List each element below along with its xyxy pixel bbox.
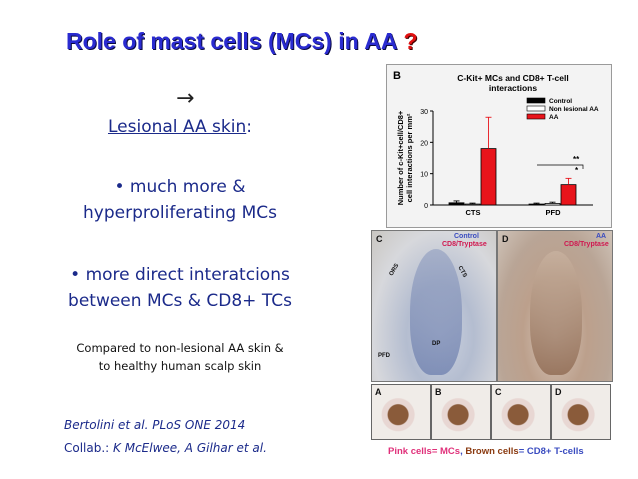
- histology-aa-panel: D AA CD8/Tryptase: [497, 230, 613, 382]
- pfd-label: PFD: [378, 353, 390, 359]
- bullet-interactions-line2: between MCs & CD8+ TCs: [68, 291, 292, 311]
- chart-category-label: PFD: [546, 208, 562, 217]
- caption-rest: = CD8+ T-cells: [518, 446, 584, 457]
- legend-swatch-1: [526, 105, 546, 112]
- hair-follicle-shape: [410, 249, 462, 375]
- legend-label-0: Control: [549, 98, 572, 105]
- ors-label: ORS: [388, 262, 401, 278]
- significance-bracket: [537, 164, 584, 169]
- bullet-mcs-line1: • much more &: [114, 177, 246, 197]
- panel-c-label: C: [376, 234, 383, 244]
- bar-cts-0: [448, 202, 465, 206]
- bar-pfd-1: [544, 203, 561, 206]
- collab-prefix: Collab.:: [64, 441, 114, 455]
- dp-label: DP: [432, 341, 441, 347]
- histology-control-panel: C Control CD8/Tryptase ORS CTS DP PFD: [371, 230, 497, 382]
- chart-y-tick-label: 10: [420, 172, 428, 179]
- bar-cts-2: [480, 148, 497, 206]
- lesional-heading: Lesional AA skin:: [0, 117, 360, 137]
- chart-title-line1: C-Kit+ MCs and CD8+ T-cell: [457, 73, 568, 83]
- bullet-interactions-line1: • more direct interatcions: [70, 265, 290, 285]
- lesional-heading-text: Lesional AA skin: [107, 117, 247, 137]
- panel-d-label: D: [502, 234, 509, 244]
- title-question-mark: ?: [403, 28, 418, 54]
- title-text: Role of mast cells (MCs) in AA: [66, 28, 398, 54]
- chart-title-line2: interactions: [489, 83, 537, 93]
- chart-ylabel-line1: Number of c-Kit+cell/CD8+: [396, 110, 405, 205]
- zoom-image-c: C: [491, 384, 551, 440]
- zoom-d-label: D: [555, 387, 562, 397]
- significance-single: *: [575, 166, 579, 175]
- caption-brown: Brown cells: [465, 446, 519, 457]
- caption-separator: ,: [460, 446, 466, 457]
- panel-c-stain-label: CD8/Tryptase: [442, 241, 487, 248]
- chart-y-tick-label: 20: [420, 140, 428, 147]
- figure-caption: Pink cells= MCs, Brown cells= CD8+ T-cel…: [388, 446, 584, 457]
- collab-names: K McElwee, A Gilhar et al.: [113, 441, 267, 455]
- panel-d-aa-label: AA: [596, 233, 607, 240]
- chart-y-tick-label: 30: [420, 109, 428, 116]
- zoom-b-label: B: [435, 387, 442, 397]
- zoom-c-label: C: [495, 387, 502, 397]
- cts-label: CTS: [456, 265, 468, 279]
- legend-swatch-0: [526, 97, 546, 104]
- chart-panel-label: B: [393, 70, 401, 82]
- bullet-mcs: • much more & hyperproliferating MCs: [0, 174, 360, 226]
- collaborators: Collab.: K McElwee, A Gilhar et al.: [64, 441, 267, 455]
- bar-cts-1: [464, 203, 481, 206]
- citation: Bertolini et al. PLoS ONE 2014: [64, 418, 246, 432]
- legend-label-1: Non lesional AA: [549, 106, 599, 113]
- bullet-mcs-line2: hyperproliferating MCs: [83, 203, 277, 223]
- lesional-heading-colon: :: [246, 117, 252, 137]
- hair-follicle-shape: [530, 251, 582, 375]
- comparison-line1: Compared to non-lesional AA skin &: [76, 341, 284, 355]
- chart-y-tick-label: 0: [424, 203, 428, 210]
- significance-double: **: [573, 155, 580, 164]
- zoom-a-label: A: [375, 387, 382, 397]
- panel-d-stain-label: CD8/Tryptase: [564, 241, 609, 248]
- panel-c-control-label: Control: [454, 233, 479, 240]
- zoom-image-a: A: [371, 384, 431, 440]
- bar-pfd-0: [528, 203, 545, 206]
- caption-pink: Pink cells= MCs: [388, 446, 461, 457]
- zoom-image-b: B: [431, 384, 491, 440]
- bar-pfd-2: [560, 184, 577, 206]
- legend-swatch-2: [526, 113, 546, 120]
- chart-category-label: CTS: [466, 208, 481, 217]
- zoom-image-d: D: [551, 384, 611, 440]
- chart-panel: B C-Kit+ MCs and CD8+ T-cell interactions N…: [386, 64, 612, 228]
- comparison-line2: to healthy human scalp skin: [98, 359, 262, 373]
- legend-label-2: AA: [549, 114, 559, 121]
- bullet-interactions: • more direct interatcions between MCs &…: [0, 262, 360, 314]
- arrow-icon: →: [176, 86, 195, 111]
- slide-title: Role of mast cells (MCs) in AA?: [66, 28, 418, 55]
- comparison-note: Compared to non-lesional AA skin & to he…: [0, 339, 360, 375]
- chart-ylabel-line2: cell interactions per mm²: [405, 113, 414, 202]
